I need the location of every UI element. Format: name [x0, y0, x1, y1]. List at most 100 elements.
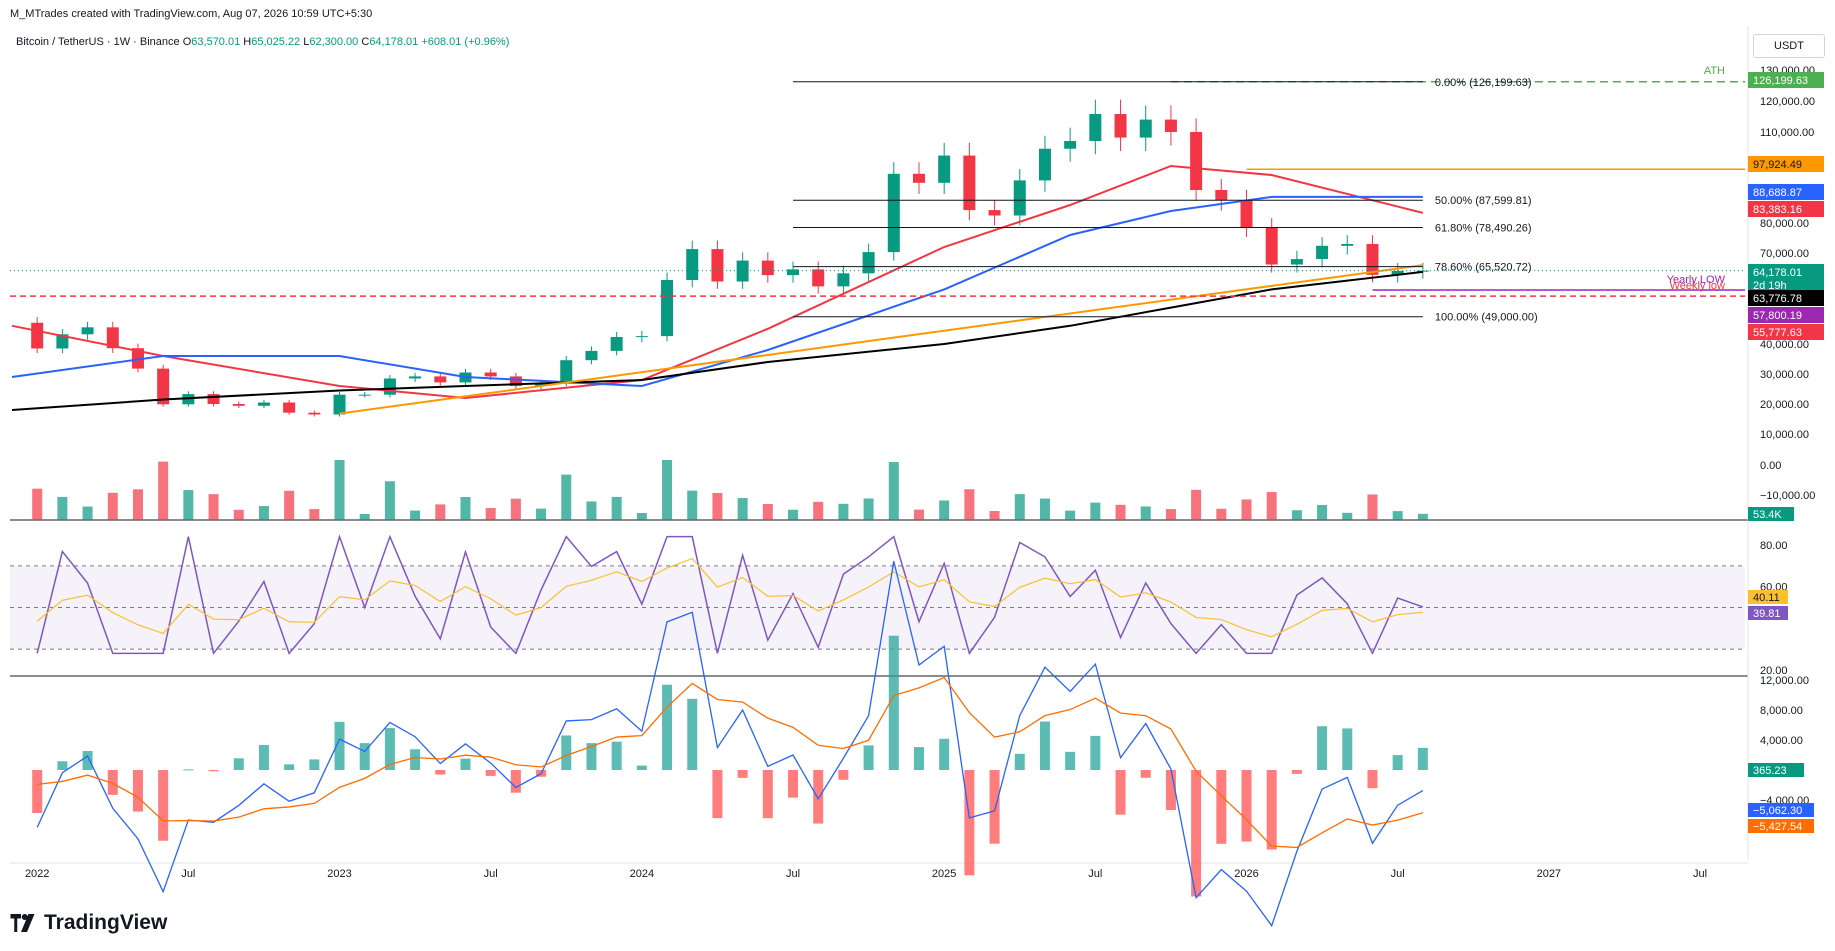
level-value: 97,924.49: [1753, 159, 1802, 171]
volume-bar: [1266, 492, 1277, 520]
candle-body: [1240, 200, 1253, 228]
level-value: 64,178.01: [1753, 267, 1802, 279]
candle-body: [1316, 245, 1329, 260]
ema-100-line: [11, 195, 1423, 388]
macd-histogram-bar: [82, 750, 93, 770]
ema-200-line: [11, 270, 1423, 411]
volume-bar: [359, 514, 370, 520]
macd-histogram-bar: [1266, 770, 1277, 850]
volume-bar: [485, 508, 496, 520]
macd-histogram-bar: [662, 684, 673, 770]
candle-body: [862, 252, 875, 274]
candle-body: [232, 404, 245, 406]
volume-bar: [964, 489, 975, 520]
macd-histogram-bar: [687, 698, 698, 770]
level-value: 57,800.19: [1753, 310, 1802, 322]
rsi-value: 39.81: [1753, 608, 1781, 620]
candle-body: [434, 376, 447, 383]
volume-bar: [712, 492, 723, 520]
candle-body: [837, 273, 850, 287]
macd-axis-tick: 12,000.00: [1760, 675, 1809, 687]
fibonacci-retracement: 0.00% (126,199.63) 50.00% (87,599.81) 61.8…: [793, 77, 1538, 324]
candle-body: [131, 348, 144, 369]
volume-bar: [1417, 513, 1428, 520]
volume-bar: [913, 509, 924, 520]
macd-histogram-bar: [284, 764, 295, 770]
time-axis-tick: 2027: [1537, 868, 1561, 880]
candle-body: [1190, 132, 1203, 190]
price-axis-tick: 40,000.00: [1760, 339, 1809, 351]
volume-bar: [687, 490, 698, 520]
macd-histogram-bar: [1216, 770, 1227, 844]
brand-name: TradingView: [44, 911, 168, 934]
level-name: ATH: [1704, 65, 1725, 77]
currency-selector[interactable]: USDT: [1753, 34, 1825, 58]
fib-level-label: 0.00% (126,199.63): [1435, 77, 1532, 89]
macd-line: [36, 561, 1424, 928]
volume-bar: [561, 474, 572, 520]
ohlc-close: C64,178.01: [361, 36, 419, 48]
volume-bar: [1115, 504, 1126, 520]
ema-50-line: [11, 164, 1424, 400]
candle-body: [963, 155, 976, 211]
macd-histogram-bar: [158, 770, 169, 841]
rsi-axis-tick: 80.00: [1760, 540, 1788, 552]
candle-body: [308, 412, 321, 415]
candle-body: [535, 383, 548, 386]
macd-histogram-bar: [561, 735, 572, 770]
macd-histogram-bar: [107, 770, 118, 795]
time-axis-tick: 2023: [327, 868, 351, 880]
volume-bar: [258, 506, 269, 520]
level-value: 63,776.78: [1753, 293, 1802, 305]
price-axis-tick: 70,000.00: [1760, 248, 1809, 260]
level-value: 83,383.16: [1753, 204, 1802, 216]
macd-histogram-bar: [57, 761, 68, 770]
time-axis-tick: Jul: [786, 868, 800, 880]
level-countdown: 2d 19h: [1753, 280, 1787, 292]
candle-body: [257, 402, 270, 406]
level-tag: [1748, 156, 1824, 172]
macd-histogram-bar: [233, 758, 244, 770]
price-axis-tick: 30,000.00: [1760, 369, 1809, 381]
candle-body: [1064, 140, 1077, 149]
rising-trendline: [339, 264, 1424, 415]
macd-histogram-bar: [1291, 770, 1302, 774]
macd-histogram-bar: [737, 770, 748, 778]
macd-histogram-bar: [1140, 770, 1151, 778]
volume-bar: [611, 496, 622, 520]
histogram-value: 365.23: [1753, 765, 1787, 777]
candle-body: [106, 327, 119, 349]
volume-bar: [334, 460, 345, 520]
rsi-line: [36, 534, 1424, 656]
symbol-header: Bitcoin / TetherUS · 1W · Binance O63,57…: [16, 36, 509, 48]
volume-bar: [1090, 502, 1101, 520]
candle-body: [1265, 227, 1278, 265]
candle-body: [1139, 119, 1152, 138]
candle-body: [383, 378, 396, 395]
candle-body: [812, 269, 825, 287]
candle-body: [787, 269, 800, 276]
candle-body: [988, 210, 1001, 216]
macd-histogram-bar: [838, 770, 849, 780]
volume-bar: [158, 461, 169, 520]
macd-histogram-bar: [32, 770, 43, 814]
signal-value: −5,427.54: [1753, 821, 1802, 833]
macd-histogram-bar: [384, 728, 395, 770]
macd-histogram-bar: [1090, 735, 1101, 770]
macd-histogram-bar: [586, 743, 597, 770]
time-axis-tick: Jul: [1693, 868, 1707, 880]
candle-body: [1341, 244, 1354, 246]
chart-credit: M_MTrades created with TradingView.com, …: [10, 8, 373, 20]
volume-bar: [1014, 494, 1025, 520]
volume-bar: [737, 498, 748, 520]
level-tag: [1748, 290, 1824, 306]
price-axis-tick: 120,000.00: [1760, 96, 1815, 108]
volume-bar: [536, 508, 547, 520]
volume-tag: [1748, 507, 1794, 521]
candle-body: [1013, 180, 1026, 216]
rsi-axis-tick: 20.00: [1760, 665, 1788, 677]
symbol-title: Bitcoin / TetherUS · 1W · Binance: [16, 36, 180, 48]
candle-body: [81, 327, 94, 335]
